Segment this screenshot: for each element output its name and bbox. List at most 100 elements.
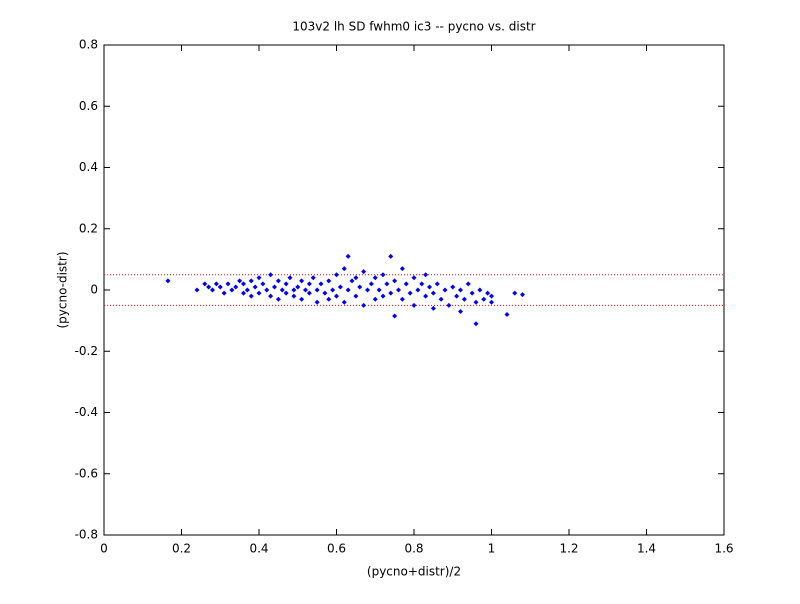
point [279, 287, 285, 293]
point [396, 287, 401, 293]
point [403, 281, 409, 287]
point [252, 284, 258, 290]
y-tick-label: 0.6 [79, 99, 98, 113]
point [392, 278, 398, 284]
point [399, 266, 405, 272]
point [248, 293, 254, 299]
point [233, 284, 239, 290]
point [357, 284, 363, 290]
point [458, 287, 463, 293]
y-tick-label: 0.4 [79, 160, 98, 174]
point [489, 299, 494, 305]
point [473, 299, 479, 305]
point [361, 269, 367, 275]
point [318, 281, 324, 287]
point [345, 287, 351, 293]
point [241, 290, 246, 296]
point [260, 281, 266, 287]
x-tick-label: 1.4 [637, 542, 656, 556]
point [256, 275, 262, 281]
point [450, 284, 456, 290]
x-tick-label: 0 [100, 542, 108, 556]
point [210, 287, 215, 293]
point [295, 284, 301, 290]
x-tick-label: 1.2 [559, 542, 578, 556]
point [314, 287, 320, 293]
point [299, 296, 305, 302]
point [264, 287, 270, 293]
point [165, 278, 171, 284]
point [306, 290, 312, 296]
point [415, 287, 421, 293]
point [512, 290, 518, 296]
point [244, 287, 250, 293]
y-axis-label: (pycno-distr) [56, 251, 70, 328]
point [438, 296, 444, 302]
point [202, 281, 208, 287]
point [283, 290, 289, 296]
point [504, 312, 510, 317]
point [268, 272, 274, 278]
point [326, 278, 332, 284]
point [388, 290, 394, 296]
point [376, 287, 382, 293]
point [442, 287, 448, 293]
point [465, 281, 471, 287]
x-tick-label: 1.6 [714, 542, 733, 556]
point [337, 284, 343, 290]
point [256, 290, 262, 296]
point [380, 293, 386, 299]
point [485, 290, 491, 296]
point [221, 290, 227, 296]
point [411, 275, 417, 281]
point [322, 290, 328, 296]
point [341, 299, 347, 305]
point [372, 275, 378, 281]
point [434, 281, 440, 287]
point [225, 281, 231, 287]
y-tick-label: -0.6 [75, 466, 98, 480]
x-tick-label: 0.6 [327, 542, 346, 556]
point [361, 302, 367, 308]
point [461, 296, 467, 302]
point [469, 290, 475, 296]
point [477, 287, 483, 293]
point [423, 272, 429, 278]
point [299, 278, 305, 284]
point [349, 278, 355, 284]
point [411, 302, 417, 308]
point [334, 272, 339, 278]
x-tick-label: 0.8 [404, 542, 423, 556]
point [481, 296, 487, 302]
point [430, 305, 436, 311]
x-tick-label: 0.4 [249, 542, 268, 556]
point [248, 278, 254, 284]
point [399, 296, 405, 302]
point [283, 281, 289, 287]
point [229, 287, 235, 293]
x-tick-label: 0.2 [172, 542, 191, 556]
point [365, 287, 370, 293]
plot-frame [103, 44, 725, 536]
point [217, 284, 223, 290]
point [241, 281, 246, 287]
y-tick-label: -0.8 [75, 528, 98, 542]
point [330, 287, 336, 293]
point [326, 296, 332, 302]
point [291, 287, 297, 293]
point [268, 293, 274, 299]
point [287, 275, 293, 281]
point [345, 253, 351, 259]
point [353, 293, 359, 299]
y-tick-label: -0.2 [75, 344, 98, 358]
point [458, 308, 463, 314]
point [423, 293, 429, 299]
point [306, 281, 312, 287]
point [353, 275, 359, 281]
point [237, 278, 243, 284]
point [272, 284, 277, 290]
point [419, 281, 425, 287]
point [446, 302, 452, 308]
